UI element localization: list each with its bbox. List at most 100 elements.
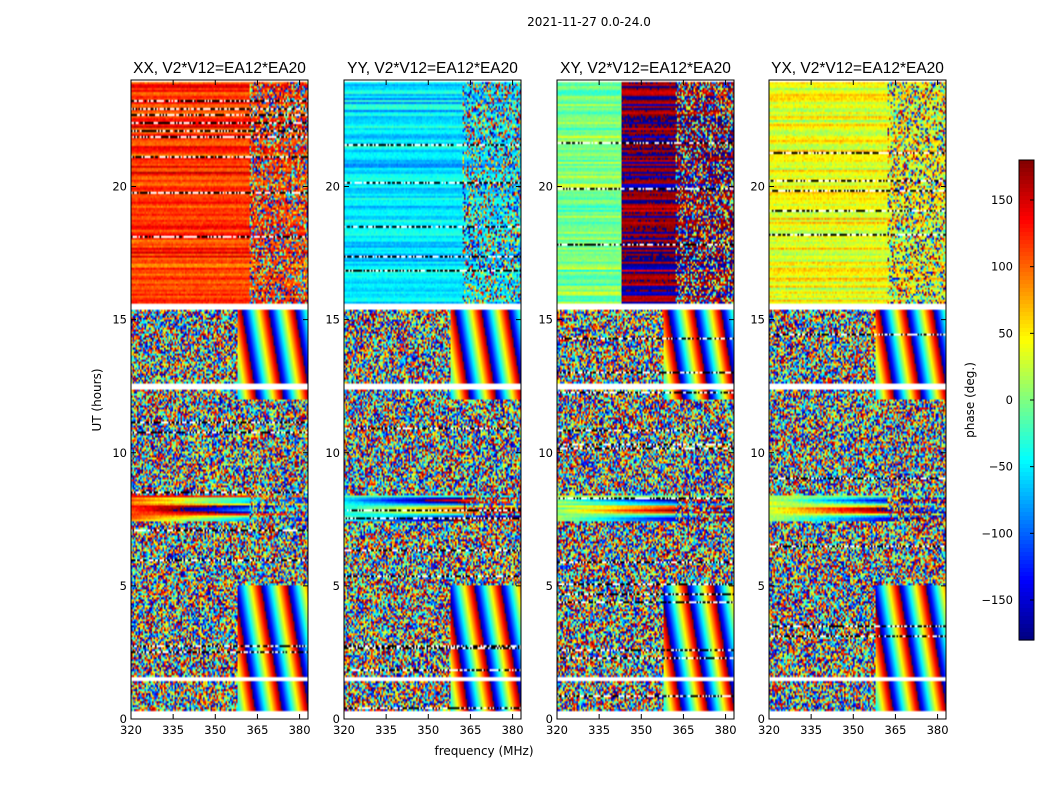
colorbar-swatch <box>1019 388 1034 393</box>
colorbar-swatch <box>1019 424 1034 429</box>
y-tick-label: 10 <box>538 446 553 460</box>
colorbar-swatch <box>1019 536 1034 541</box>
colorbar-tick-label: 50 <box>998 326 1013 340</box>
x-tick-label: 380 <box>715 723 737 737</box>
x-tick-label: 335 <box>800 723 822 737</box>
colorbar-tick-label: 100 <box>991 260 1013 274</box>
x-tick-label: 335 <box>162 723 184 737</box>
colorbar-swatch <box>1019 620 1034 625</box>
colorbar-swatch <box>1019 552 1034 557</box>
colorbar-swatch <box>1019 528 1034 533</box>
colorbar-tick-label: 150 <box>991 193 1013 207</box>
x-tick-label: 365 <box>672 723 694 737</box>
colorbar-tick-label: 0 <box>1006 393 1013 407</box>
colorbar-swatch <box>1019 248 1034 253</box>
y-tick-label: 5 <box>546 579 553 593</box>
phase-heatmap-2 <box>344 80 521 719</box>
colorbar-swatch <box>1019 188 1034 193</box>
colorbar-swatch <box>1019 292 1034 297</box>
y-tick-label: 20 <box>325 180 340 194</box>
panel-3: XY, V2*V12=EA12*EA20 320 335 350 365 380 0 5 10 1… <box>538 60 736 737</box>
colorbar-swatch <box>1019 444 1034 449</box>
y-tick-label: 15 <box>750 313 765 327</box>
colorbar-swatch <box>1019 404 1034 409</box>
colorbar-swatch <box>1019 492 1034 497</box>
y-tick-label: 5 <box>120 579 127 593</box>
colorbar-swatch <box>1019 452 1034 457</box>
colorbar-swatch <box>1019 460 1034 465</box>
y-tick-label: 15 <box>112 313 127 327</box>
y-tick-label: 5 <box>333 579 340 593</box>
colorbar-swatch <box>1019 192 1034 197</box>
colorbar-swatch <box>1019 256 1034 261</box>
colorbar-swatch <box>1019 556 1034 561</box>
y-tick-label: 0 <box>333 712 340 726</box>
panel-frame <box>343 79 522 720</box>
colorbar-swatch <box>1019 516 1034 521</box>
colorbar-swatch <box>1019 340 1034 345</box>
colorbar-swatch <box>1019 544 1034 549</box>
panel-title: YX, V2*V12=EA12*EA20 <box>771 60 944 77</box>
y-tick-label: 15 <box>538 313 553 327</box>
y-tick-label: 0 <box>758 712 765 726</box>
colorbar-swatch <box>1019 316 1034 321</box>
colorbar-swatch <box>1019 488 1034 493</box>
colorbar-swatch <box>1019 244 1034 249</box>
colorbar-swatch <box>1019 260 1034 265</box>
colorbar-swatch <box>1019 280 1034 285</box>
colorbar-swatch <box>1019 184 1034 189</box>
y-tick-label: 10 <box>325 446 340 460</box>
colorbar-swatch <box>1019 436 1034 441</box>
colorbar-swatch <box>1019 564 1034 569</box>
colorbar-swatch <box>1019 504 1034 509</box>
colorbar-swatch <box>1019 584 1034 589</box>
colorbar-swatch <box>1019 376 1034 381</box>
colorbar-swatch <box>1019 416 1034 421</box>
colorbar-swatch <box>1019 216 1034 221</box>
colorbar-swatch <box>1019 632 1034 637</box>
colorbar-swatch <box>1019 568 1034 573</box>
panel-title: XY, V2*V12=EA12*EA20 <box>560 60 731 77</box>
colorbar-swatch <box>1019 560 1034 565</box>
panel-title: XX, V2*V12=EA12*EA20 <box>133 60 306 77</box>
colorbar-swatch <box>1019 392 1034 397</box>
colorbar-swatch <box>1019 428 1034 433</box>
colorbar-swatch <box>1019 596 1034 601</box>
colorbar-swatch <box>1019 356 1034 361</box>
colorbar-swatch <box>1019 284 1034 289</box>
colorbar-swatch <box>1019 212 1034 217</box>
colorbar-swatch <box>1019 580 1034 585</box>
colorbar-swatch <box>1019 532 1034 537</box>
y-tick-label: 15 <box>325 313 340 327</box>
colorbar-swatch <box>1019 324 1034 329</box>
colorbar-swatch <box>1019 440 1034 445</box>
colorbar-swatch <box>1019 308 1034 313</box>
figure-title: 2021-11-27 0.0-24.0 <box>527 15 651 29</box>
x-tick-label: 380 <box>289 723 311 737</box>
colorbar-swatch <box>1019 332 1034 337</box>
colorbar-swatch <box>1019 592 1034 597</box>
colorbar-swatch <box>1019 264 1034 269</box>
y-tick-label: 20 <box>750 180 765 194</box>
panels-group: XX, V2*V12=EA12*EA20 320 335 350 365 380 0 5 10 1… <box>112 60 948 737</box>
x-tick-label: 335 <box>588 723 610 737</box>
colorbar-swatch <box>1019 604 1034 609</box>
colorbar-swatch <box>1019 484 1034 489</box>
colorbar-swatch <box>1019 480 1034 485</box>
x-tick-label: 365 <box>246 723 268 737</box>
colorbar-swatch <box>1019 204 1034 209</box>
colorbar-swatch <box>1019 512 1034 517</box>
colorbar-swatch <box>1019 180 1034 185</box>
colorbar-swatch <box>1019 360 1034 365</box>
y-tick-label: 0 <box>120 712 127 726</box>
x-tick-label: 320 <box>546 723 568 737</box>
panel-4: YX, V2*V12=EA12*EA20 320 335 350 365 380 0 5 10 1… <box>750 60 948 737</box>
colorbar-swatch <box>1019 160 1034 165</box>
colorbar-label: phase (deg.) <box>963 362 977 438</box>
colorbar-swatch <box>1019 372 1034 377</box>
colorbar-swatch <box>1019 468 1034 473</box>
colorbar-swatch <box>1019 588 1034 593</box>
colorbar-swatch <box>1019 472 1034 477</box>
colorbar-swatch <box>1019 628 1034 633</box>
